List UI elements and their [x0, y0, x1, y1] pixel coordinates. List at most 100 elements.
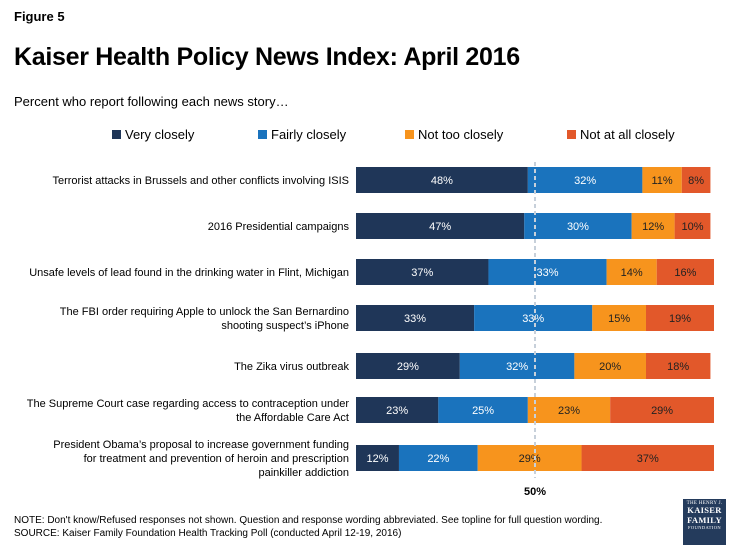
- bar-segment: [645, 353, 711, 379]
- data-label: 25%: [472, 405, 494, 417]
- bar-segment: [524, 213, 632, 239]
- data-label: 29%: [651, 405, 673, 417]
- bar-segment: [592, 305, 646, 331]
- bar-segment: [356, 397, 439, 423]
- source-line: SOURCE: Kaiser Family Foundation Health …: [14, 527, 402, 539]
- data-label: 8%: [688, 175, 704, 187]
- logo-family: FAMILY: [687, 514, 722, 525]
- bar-segment: [356, 353, 460, 379]
- data-label: 32%: [506, 361, 528, 373]
- bar-segment: [574, 353, 646, 379]
- category-label-line: for treatment and prevention of heroin a…: [84, 453, 349, 465]
- category-label-line: The Supreme Court case regarding access …: [27, 398, 350, 410]
- data-label: 33%: [537, 267, 559, 279]
- data-label: 15%: [608, 313, 630, 325]
- note-line: NOTE: Don't know/Refused responses not s…: [14, 515, 603, 526]
- bar-segment: [606, 259, 657, 285]
- category-label-line: The Zika virus outbreak: [234, 361, 349, 373]
- data-label: 37%: [411, 267, 433, 279]
- category-label: Unsafe levels of lead found in the drink…: [29, 267, 349, 279]
- data-label: 14%: [621, 267, 643, 279]
- data-label: 12%: [366, 453, 388, 465]
- legend-item-not-too-closely: Not too closely: [405, 127, 503, 142]
- data-label: 29%: [397, 361, 419, 373]
- category-label-line: The FBI order requiring Apple to unlock …: [60, 306, 349, 318]
- category-label-line: painkiller addiction: [259, 467, 350, 479]
- category-label: President Obama’s proposal to increase g…: [53, 439, 349, 479]
- legend-label-fairly-closely: Fairly closely: [271, 127, 347, 142]
- category-label: The Zika virus outbreak: [234, 361, 349, 373]
- data-label: 16%: [674, 267, 696, 279]
- legend-item-very-closely: Very closely: [112, 127, 194, 142]
- logo-foundation: FOUNDATION: [688, 525, 721, 530]
- legend: Very closely Fairly closely Not too clos…: [0, 127, 735, 143]
- bar-segment: [681, 167, 711, 193]
- category-label: Terrorist attacks in Brussels and other …: [52, 175, 349, 187]
- data-label: 33%: [522, 313, 544, 325]
- bar-segment: [474, 305, 593, 331]
- data-label: 22%: [427, 453, 449, 465]
- reference-line-label: 50%: [524, 486, 546, 498]
- data-label: 18%: [667, 361, 689, 373]
- category-label-line: President Obama’s proposal to increase g…: [53, 439, 349, 451]
- footnote: NOTE: Don't know/Refused responses not s…: [14, 515, 602, 540]
- bar-segment: [477, 445, 582, 471]
- bar-segment: [610, 397, 714, 423]
- bar-segment: [645, 305, 714, 331]
- bar-segment: [674, 213, 711, 239]
- bar-segment: [488, 259, 607, 285]
- category-label-line: shooting suspect’s iPhone: [221, 320, 349, 332]
- legend-swatch-not-at-all-closely: [567, 130, 576, 139]
- legend-item-not-at-all-closely: Not at all closely: [567, 127, 675, 142]
- bar-segment: [581, 445, 714, 471]
- data-label: 48%: [431, 175, 453, 187]
- chart-title: Kaiser Health Policy News Index: April 2…: [14, 43, 520, 71]
- data-label: 29%: [519, 453, 541, 465]
- data-label: 12%: [642, 221, 664, 233]
- legend-item-fairly-closely: Fairly closely: [258, 127, 346, 142]
- category-label-line: Terrorist attacks in Brussels and other …: [52, 175, 349, 187]
- data-label: 20%: [599, 361, 621, 373]
- bar-segment: [356, 445, 399, 471]
- data-label: 32%: [574, 175, 596, 187]
- legend-swatch-fairly-closely: [258, 130, 267, 139]
- bar-segment: [356, 213, 525, 239]
- bar-segment: [398, 445, 478, 471]
- logo-top-text: THE HENRY J.: [686, 501, 723, 506]
- legend-swatch-very-closely: [112, 130, 121, 139]
- data-label: 33%: [404, 313, 426, 325]
- data-label: 23%: [386, 405, 408, 417]
- bar-segment: [459, 353, 575, 379]
- bar-segment: [527, 397, 611, 423]
- data-label: 30%: [567, 221, 589, 233]
- legend-label-very-closely: Very closely: [125, 127, 195, 142]
- bar-segment: [656, 259, 714, 285]
- bar-segment: [527, 167, 643, 193]
- figure-label: Figure 5: [14, 9, 65, 24]
- data-label: 23%: [558, 405, 580, 417]
- data-label: 47%: [429, 221, 451, 233]
- bar-segment: [631, 213, 675, 239]
- data-label: 10%: [682, 221, 704, 233]
- data-label: 19%: [669, 313, 691, 325]
- bar-segment: [356, 305, 475, 331]
- category-label-line: 2016 Presidential campaigns: [208, 221, 350, 233]
- bar-segment: [642, 167, 682, 193]
- kff-logo: THE HENRY J. KAISER FAMILY FOUNDATION: [683, 499, 726, 545]
- chart-subtitle: Percent who report following each news s…: [14, 94, 289, 109]
- legend-swatch-not-too-closely: [405, 130, 414, 139]
- category-label: The FBI order requiring Apple to unlock …: [60, 306, 349, 332]
- logo-kaiser: KAISER: [687, 505, 722, 515]
- data-label: 11%: [651, 175, 672, 187]
- bar-segment: [438, 397, 528, 423]
- category-label: The Supreme Court case regarding access …: [27, 398, 350, 424]
- legend-label-not-at-all-closely: Not at all closely: [580, 127, 675, 142]
- category-label-line: the Affordable Care Act: [236, 412, 349, 424]
- data-label: 37%: [637, 453, 659, 465]
- category-label-line: Unsafe levels of lead found in the drink…: [29, 267, 349, 279]
- category-label: 2016 Presidential campaigns: [208, 221, 350, 233]
- bar-segment: [356, 167, 528, 193]
- legend-label-not-too-closely: Not too closely: [418, 127, 504, 142]
- bar-segment: [356, 259, 489, 285]
